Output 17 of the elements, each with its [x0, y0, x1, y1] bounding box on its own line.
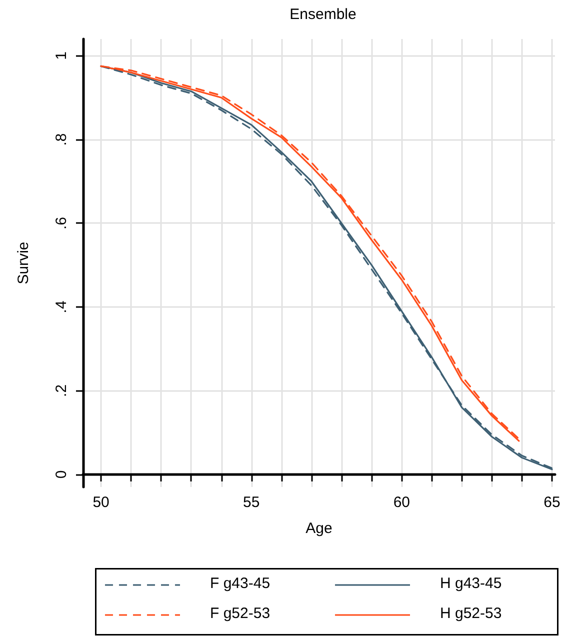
y-tick-label: 0 [53, 470, 70, 479]
y-tick-label: .8 [53, 133, 70, 146]
legend-label: H g43-45 [440, 575, 502, 592]
y-tick-label: 1 [53, 52, 70, 60]
y-tick-label: .2 [53, 384, 70, 397]
x-tick-label: 55 [243, 494, 260, 511]
y-tick-label: .6 [53, 216, 70, 230]
x-tick-label: 60 [393, 494, 410, 511]
y-tick-label: .4 [53, 300, 70, 314]
x-tick-label: 50 [92, 494, 110, 511]
y-axis-title: Survie [15, 242, 32, 284]
chart-title: Ensemble [290, 6, 356, 23]
x-axis-title: Age [306, 520, 332, 537]
legend-label: F g52-53 [210, 605, 270, 622]
legend-label: F g43-45 [210, 575, 270, 592]
legend-label: H g52-53 [440, 605, 502, 622]
x-tick-label: 65 [544, 494, 560, 511]
